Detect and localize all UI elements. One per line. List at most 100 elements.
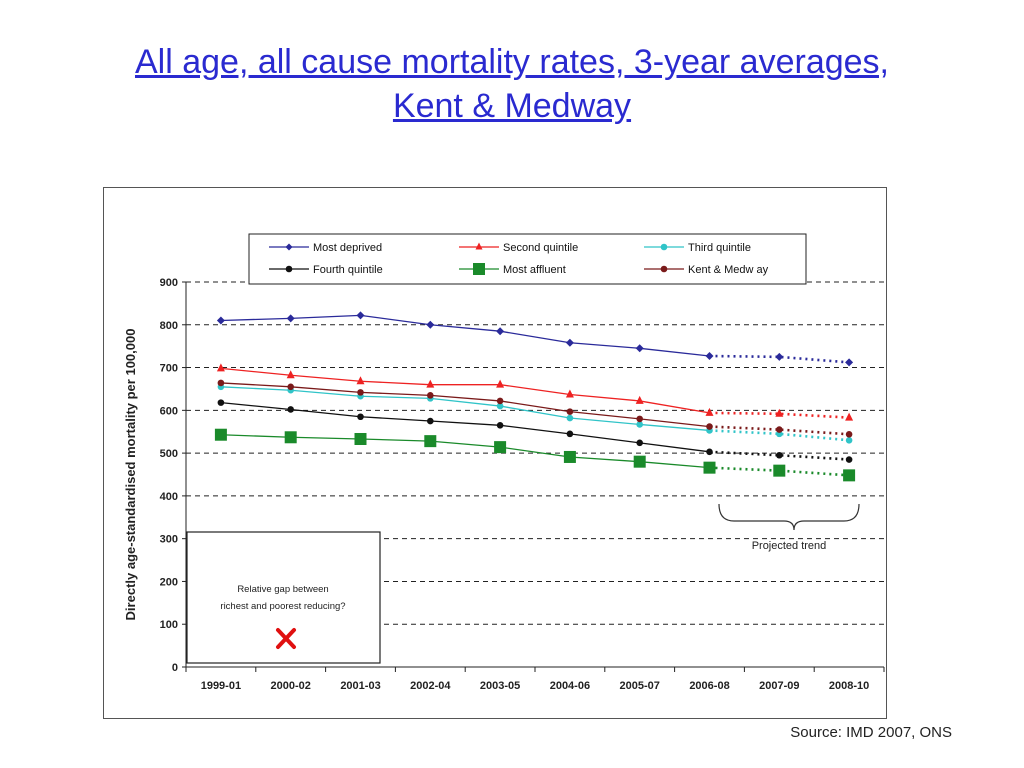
legend-swatch-marker [660, 243, 668, 251]
series-line [220, 386, 710, 432]
x-tick-label: 2000-02 [271, 680, 311, 692]
y-tick-label: 300 [160, 534, 178, 546]
data-point [214, 428, 227, 441]
data-point [217, 399, 225, 406]
data-point [217, 379, 225, 387]
data-point [426, 320, 435, 329]
data-point [287, 383, 294, 391]
data-point [843, 469, 856, 482]
data-point [636, 415, 643, 423]
data-point [633, 455, 646, 468]
data-point [775, 408, 784, 417]
series-line [220, 367, 710, 414]
axis-layer: 0 100 200 300 400 500 600 700 800 900 1999-01 2000-… [123, 277, 885, 692]
y-axis-label: Directly age-standardised mortality per … [123, 329, 138, 621]
data-point [635, 344, 644, 353]
data-point [357, 413, 364, 421]
gap-question-line-2: richest and poorest reducing? [220, 601, 345, 612]
data-point [845, 436, 853, 444]
data-point [216, 363, 225, 372]
x-tick-label: 2003-05 [480, 680, 520, 692]
data-point [496, 327, 505, 336]
data-point [845, 412, 854, 421]
data-point [563, 450, 576, 463]
series-0 [216, 311, 854, 367]
data-point [636, 421, 643, 428]
legend-box [248, 233, 807, 285]
data-point [496, 422, 504, 429]
x-tick-label: 2002-04 [410, 680, 451, 692]
x-tick-label: 2008-10 [829, 680, 869, 692]
data-point [636, 439, 643, 447]
legend-label: Most affluent [503, 264, 566, 276]
data-point [496, 402, 504, 410]
series-4 [214, 428, 856, 482]
data-point [776, 451, 783, 459]
data-point [356, 376, 365, 385]
data-point [494, 441, 507, 454]
legend-label: Second quintile [503, 242, 578, 254]
series-2 [217, 383, 853, 444]
projected-trend-label: Projected trend [752, 540, 827, 552]
data-point [775, 352, 784, 361]
data-point [496, 379, 505, 388]
series-line [220, 401, 710, 453]
mortality-line-chart: 0 100 200 300 400 500 600 700 800 900 1999-01 2000-… [123, 233, 885, 692]
data-point [845, 456, 853, 463]
annotation-layer: Projected trend Relative gap between ric… [186, 503, 860, 664]
data-point [284, 431, 297, 444]
y-tick-label: 700 [160, 363, 178, 375]
data-point [565, 338, 574, 347]
legend-label: Kent & Medw ay [688, 264, 769, 276]
legend-item: Third quintile [644, 242, 751, 254]
legend-item: Most deprived [269, 242, 382, 254]
y-tick-label: 0 [172, 662, 178, 674]
gap-question-line-1: Relative gap between [237, 584, 328, 595]
slide-title-line-2: Kent & Medway [392, 87, 632, 125]
series-5 [217, 379, 853, 438]
data-point [424, 435, 437, 448]
x-tick-label: 2007-09 [759, 680, 799, 692]
data-point [565, 389, 574, 398]
data-point [357, 389, 364, 396]
data-point [705, 352, 714, 361]
data-point [427, 392, 434, 399]
data-point [354, 432, 367, 445]
legend: Most deprived Second quintile Third quinti… [248, 233, 807, 285]
data-point [427, 417, 434, 425]
data-point [356, 311, 365, 320]
red-cross-icon [276, 628, 296, 649]
data-point [635, 395, 644, 404]
data-point [845, 430, 853, 438]
legend-label: Most deprived [313, 242, 382, 254]
data-point [426, 379, 435, 388]
slide-title: All age, all cause mortality rates, 3-ye… [40, 40, 984, 128]
y-tick-label: 200 [160, 576, 178, 588]
data-point [566, 430, 574, 438]
series-line [220, 382, 710, 428]
x-tick-label: 2001-03 [340, 680, 380, 692]
data-point [845, 358, 854, 367]
series-line [220, 314, 710, 357]
series-1 [216, 363, 854, 421]
x-tick-label: 2006-08 [689, 680, 729, 692]
y-tick-label: 800 [160, 320, 178, 332]
data-point [773, 464, 786, 477]
legend-swatch-marker [285, 243, 293, 251]
data-point [566, 408, 574, 415]
legend-item: Most affluent [459, 263, 566, 276]
y-tick-label: 100 [160, 619, 178, 631]
data-point [703, 461, 716, 474]
data-point [287, 406, 294, 413]
legend-item: Second quintile [459, 242, 578, 254]
data-point [216, 316, 225, 325]
y-tick-label: 900 [160, 277, 178, 289]
data-point [496, 397, 504, 405]
data-point [705, 407, 714, 416]
legend-swatch-marker [475, 242, 483, 250]
slide-title-line-1: All age, all cause mortality rates, 3-ye… [134, 43, 889, 81]
legend-item: Kent & Medw ay [644, 264, 769, 276]
chart-frame: 0 100 200 300 400 500 600 700 800 900 1999-01 2000-… [103, 187, 887, 719]
series-line [220, 434, 710, 469]
data-point [286, 370, 295, 379]
